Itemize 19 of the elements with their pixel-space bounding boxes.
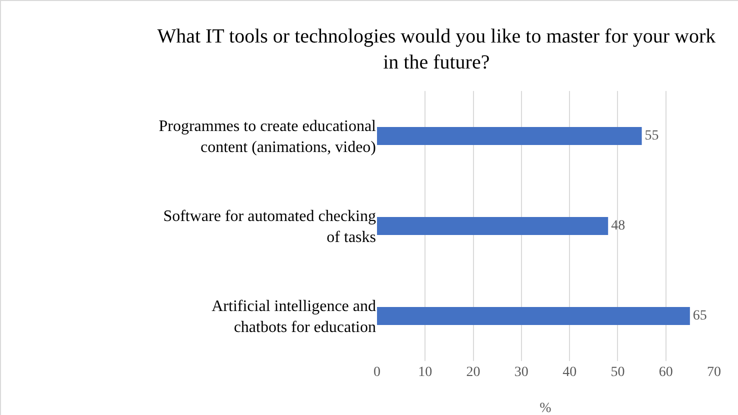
x-tick-label: 40	[562, 365, 577, 380]
x-tick-label: 10	[418, 365, 432, 380]
x-tick-label: 50	[610, 365, 625, 380]
bar	[377, 127, 642, 145]
x-tick-label: 70	[707, 365, 721, 380]
x-tick-label: 20	[466, 365, 480, 380]
chart-title: What IT tools or technologies would you like to master for your work in the future?	[157, 26, 716, 74]
data-label: 65	[692, 308, 707, 324]
y-tick-label: Artificial intelligence and chatbots for education	[212, 298, 376, 336]
y-tick-label: Software for automated checking of tasks	[163, 208, 376, 246]
bar	[377, 217, 608, 235]
data-label: 48	[611, 218, 626, 234]
x-tick-label: 30	[514, 365, 528, 380]
bar	[377, 307, 690, 325]
x-tick-label: 60	[658, 365, 673, 380]
x-axis-title: %	[540, 401, 552, 415]
y-tick-label: Programmes to create educational content (animations, video)	[158, 118, 377, 156]
x-tick-label: 0	[374, 365, 380, 380]
data-label: 55	[644, 128, 659, 144]
